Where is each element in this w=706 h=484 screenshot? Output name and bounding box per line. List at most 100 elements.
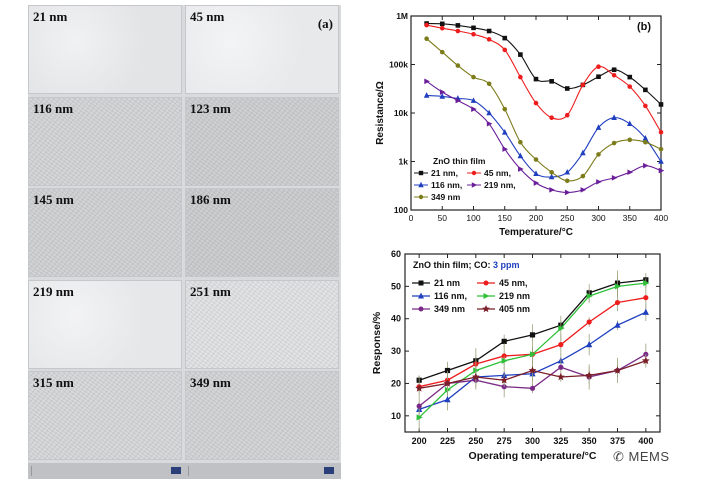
data-point — [658, 158, 664, 164]
data-point — [502, 47, 508, 53]
sem-tile-251-nm: 251 nm — [185, 279, 339, 369]
sem-tile-label: 186 nm — [190, 192, 231, 207]
x-tick-label: 200 — [412, 436, 427, 446]
x-tick-label: 225 — [440, 436, 455, 446]
legend-marker — [418, 280, 424, 286]
sem-tile-349-nm: 349 nm — [185, 371, 339, 460]
legend-label: 21 nm — [434, 278, 460, 288]
data-point — [614, 283, 622, 290]
y-tick-label: 40 — [391, 314, 401, 324]
x-tick-label: 250 — [468, 436, 483, 446]
x-tick-label: 400 — [638, 436, 653, 446]
x-tick-label: 275 — [497, 436, 512, 446]
data-point — [596, 179, 602, 185]
data-point — [533, 170, 539, 177]
watermark-text: MEMS — [628, 449, 670, 464]
data-point — [502, 35, 508, 41]
series-line — [426, 38, 662, 182]
data-point — [558, 342, 564, 348]
y-tick-label: 1k — [399, 157, 409, 167]
data-point — [528, 366, 537, 374]
x-tick-label: 325 — [553, 436, 568, 446]
sem-tile-label: 45 nm — [190, 9, 225, 24]
data-point — [558, 325, 565, 332]
data-point — [627, 74, 633, 80]
legend-marker — [471, 182, 478, 188]
data-point — [486, 120, 493, 127]
sem-tile-21-nm: 21 nm — [28, 5, 182, 94]
data-point — [529, 351, 537, 358]
sem-image-panel: 21 nm 45 nm 116 nm 123 nm 145 nm 186 nm 219 nm… — [28, 5, 341, 479]
data-point — [611, 140, 617, 146]
sem-tile-label: 315 nm — [33, 375, 74, 390]
data-point — [439, 93, 446, 99]
sem-footer-info-left — [31, 466, 162, 476]
data-point — [444, 396, 451, 403]
y-tick-label: 1M — [396, 11, 408, 21]
data-point — [611, 114, 617, 121]
legend-label: 45 nm, — [499, 278, 528, 288]
sem-tile-45-nm: 45 nm — [185, 5, 339, 94]
data-point — [658, 102, 664, 107]
data-point — [444, 386, 452, 394]
series-line — [426, 94, 662, 178]
data-point — [424, 36, 429, 42]
data-point — [564, 189, 571, 196]
data-point — [416, 414, 423, 421]
mems-watermark: ✆ MEMS — [613, 449, 670, 465]
data-point — [501, 338, 507, 344]
data-point — [533, 76, 539, 82]
data-point — [533, 180, 540, 186]
data-point — [518, 166, 524, 172]
sem-tile-186-nm: 186 nm — [185, 188, 339, 277]
legend-marker — [482, 305, 490, 313]
data-point — [658, 146, 664, 152]
data-point — [642, 308, 649, 315]
y-tick-label: 10 — [391, 411, 401, 421]
data-point — [611, 72, 617, 78]
sem-logo-right — [324, 467, 334, 474]
data-point — [424, 78, 430, 85]
sem-tile-145-nm: 145 nm — [28, 188, 182, 277]
sem-tile-label: 251 nm — [190, 283, 231, 299]
data-point — [643, 295, 649, 301]
data-point — [564, 112, 570, 118]
sem-tile-219-nm: 219 nm — [28, 279, 182, 369]
series-349-nm — [424, 36, 664, 184]
legend-marker — [418, 194, 424, 200]
data-point — [558, 364, 564, 370]
data-point — [549, 187, 555, 193]
legend: ZnO thin film; CO: 3 ppm 21 nm 45 nm, 116 n… — [412, 260, 530, 314]
legend-title: ZnO thin film — [433, 156, 486, 166]
legend-title-text: ZnO thin film; CO: — [413, 260, 493, 270]
y-tick-label: 60 — [391, 249, 401, 259]
sem-logo-left — [171, 467, 181, 474]
panel-a-label: (a) — [317, 16, 333, 31]
x-tick-label: 250 — [560, 213, 574, 223]
data-point — [486, 37, 492, 42]
data-point — [586, 292, 593, 300]
legend-label: 219 nm, — [484, 180, 516, 190]
data-point — [658, 167, 665, 174]
data-point — [580, 187, 587, 193]
data-point — [643, 162, 649, 169]
y-tick-label: 30 — [391, 346, 401, 356]
data-point — [548, 173, 555, 180]
legend-marker — [418, 306, 424, 312]
legend-title-concentration: 3 ppm — [493, 260, 520, 270]
sem-footer-info-right — [188, 466, 319, 476]
data-point — [585, 371, 594, 379]
data-point — [658, 130, 664, 135]
data-point — [626, 120, 633, 127]
data-point — [439, 89, 446, 95]
sem-tile-label: 123 nm — [190, 100, 231, 116]
legend-marker — [418, 181, 424, 188]
data-point — [627, 137, 633, 143]
x-tick-label: 350 — [623, 213, 637, 223]
data-point — [549, 169, 554, 175]
data-point — [580, 173, 586, 179]
x-tick-label: 350 — [582, 436, 597, 446]
x-tick-label: 400 — [654, 213, 668, 223]
data-point — [439, 21, 445, 27]
data-point — [518, 74, 523, 80]
